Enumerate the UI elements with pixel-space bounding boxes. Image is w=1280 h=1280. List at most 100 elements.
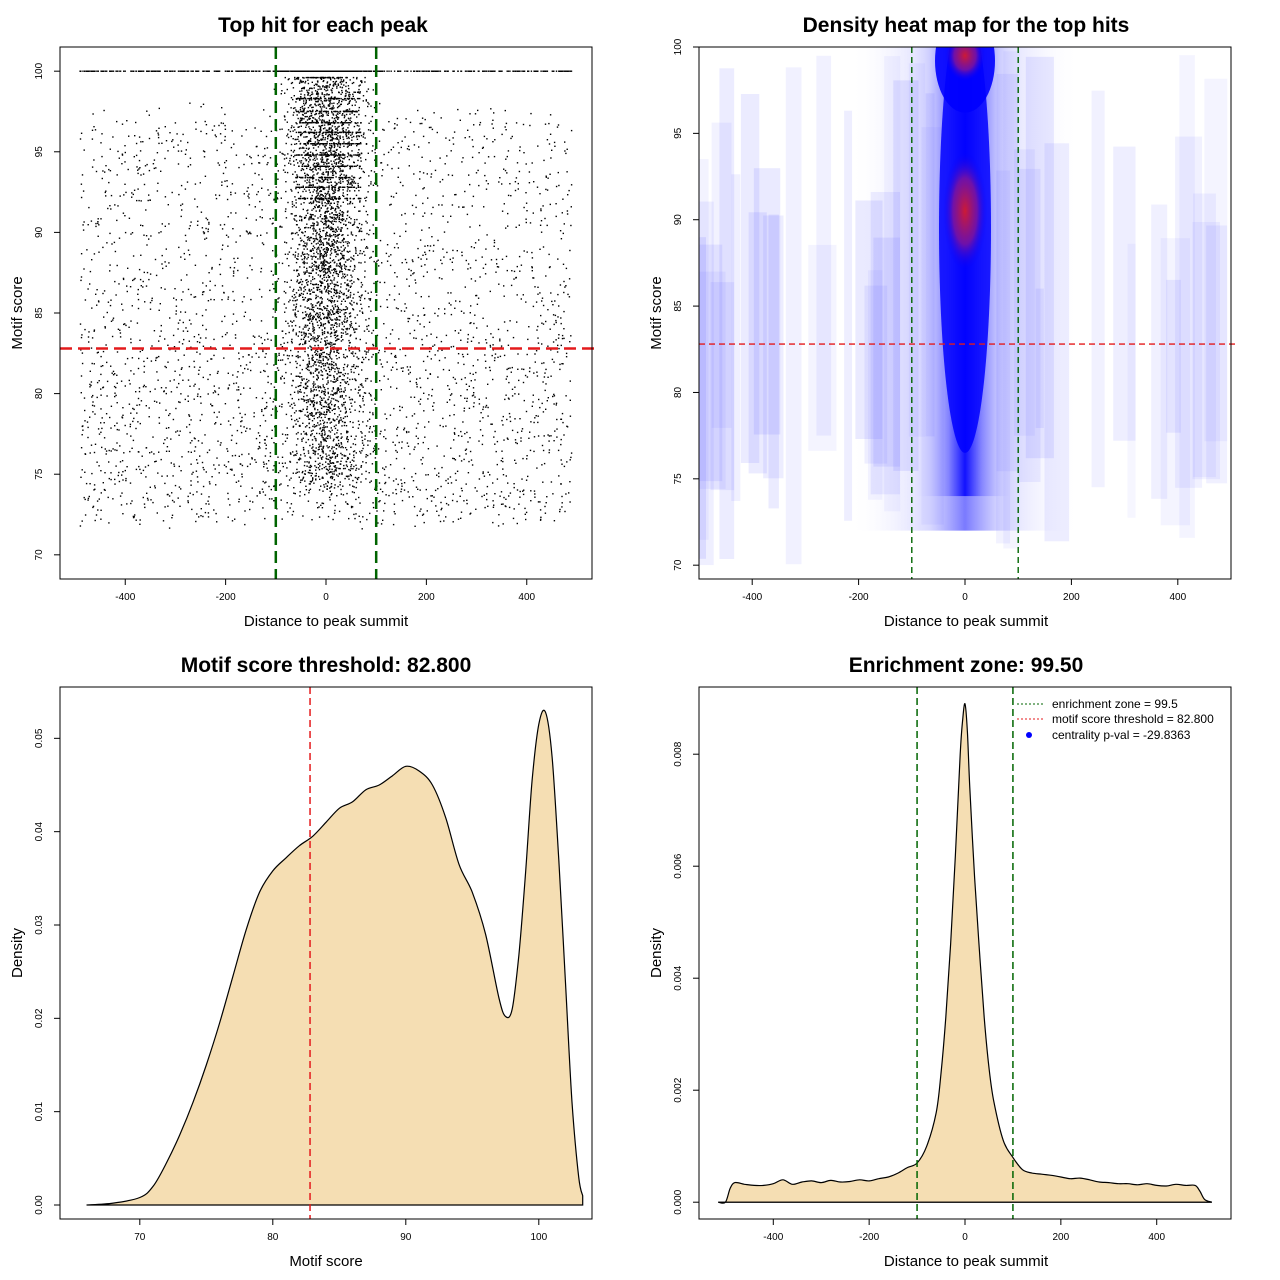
scatter-point <box>165 427 168 429</box>
scatter-point <box>336 309 338 311</box>
scatter-point <box>313 424 315 426</box>
scatter-point <box>460 517 462 519</box>
scatter-point <box>116 428 118 431</box>
scatter-point <box>419 377 421 379</box>
scatter-point <box>358 423 360 426</box>
scatter-point <box>480 412 482 414</box>
scatter-point <box>315 394 318 397</box>
scatter-point <box>321 254 323 256</box>
scatter-point <box>506 172 508 174</box>
scatter-point <box>149 301 152 304</box>
scatter-point <box>356 477 358 479</box>
scatter-point <box>121 153 124 155</box>
scatter-point <box>305 432 307 434</box>
scatter-point <box>327 283 329 285</box>
scatter-point <box>565 267 568 270</box>
scatter-point <box>482 434 484 437</box>
scatter-point <box>237 257 239 259</box>
scatter-point <box>354 91 356 93</box>
scatter-point <box>566 461 568 463</box>
scatter-point <box>540 220 543 222</box>
scatter-point <box>140 224 142 226</box>
scatter-point <box>100 388 102 390</box>
scatter-point <box>433 112 435 114</box>
scatter-point <box>121 154 124 156</box>
scatter-point <box>336 351 338 353</box>
scatter-point <box>466 431 468 434</box>
scatter-point <box>80 279 82 282</box>
scatter-point <box>92 401 94 403</box>
scatter-point <box>154 388 156 390</box>
scatter-point <box>304 174 307 177</box>
scatter-point <box>241 301 244 303</box>
scatter-point <box>342 339 344 341</box>
scatter-point <box>238 501 240 503</box>
scatter-point <box>467 263 470 265</box>
scatter-point <box>476 303 479 305</box>
scatter-point <box>482 472 484 475</box>
scatter-point <box>265 401 268 404</box>
scatter-point <box>295 187 297 190</box>
scatter-point <box>419 178 421 180</box>
scatter-point <box>358 468 360 470</box>
scatter-point <box>337 475 339 477</box>
scatter-point <box>303 336 306 339</box>
scatter-point <box>232 228 234 230</box>
scatter-point <box>140 285 142 287</box>
scatter-point <box>100 408 102 410</box>
scatter-point <box>564 141 566 143</box>
scatter-point <box>401 214 403 216</box>
scatter-point <box>530 500 532 502</box>
scatter-point <box>188 365 191 368</box>
scatter-point <box>537 415 539 417</box>
scatter-point <box>207 393 209 395</box>
scatter-point <box>569 249 571 252</box>
scatter-point <box>327 290 330 292</box>
scatter-point <box>559 508 561 511</box>
scatter-point <box>295 433 298 435</box>
scatter-point <box>457 108 459 111</box>
scatter-point <box>416 320 419 322</box>
scatter-point <box>322 171 324 174</box>
scatter-point <box>97 300 100 302</box>
scatter-point <box>324 364 327 367</box>
scatter-point <box>323 276 325 278</box>
scatter-point <box>522 493 525 496</box>
scatter-point <box>160 324 162 327</box>
scatter-point <box>435 505 437 507</box>
scatter-point <box>171 191 173 194</box>
scatter-point <box>355 136 358 138</box>
scatter-point <box>511 366 513 369</box>
scatter-point <box>301 253 304 255</box>
scatter-point <box>528 326 530 328</box>
scatter-point <box>434 268 436 271</box>
scatter-point <box>251 184 254 186</box>
scatter-point <box>487 406 489 409</box>
scatter-point <box>296 114 298 116</box>
scatter-point <box>337 77 340 80</box>
scatter-point <box>298 140 300 142</box>
scatter-point <box>376 510 378 512</box>
scatter-point <box>311 433 313 435</box>
scatter-point <box>446 155 448 157</box>
scatter-point <box>317 375 319 377</box>
scatter-point <box>312 248 314 250</box>
scatter-point <box>321 138 323 140</box>
scatter-point <box>417 422 419 425</box>
scatter-point <box>320 412 322 414</box>
scatter-point <box>317 314 319 316</box>
scatter-point <box>216 149 218 152</box>
scatter-point <box>324 401 326 404</box>
scatter-point <box>200 493 203 495</box>
scatter-point <box>168 450 170 452</box>
scatter-point <box>463 363 465 366</box>
scatter-point <box>272 217 274 219</box>
scatter-point <box>344 387 346 389</box>
scatter-point <box>513 486 515 489</box>
scatter-point <box>383 468 386 471</box>
scatter-point <box>556 436 558 438</box>
scatter-point <box>303 216 306 219</box>
scatter-point <box>304 383 307 386</box>
scatter-point <box>565 285 567 287</box>
scatter-point <box>322 204 324 207</box>
